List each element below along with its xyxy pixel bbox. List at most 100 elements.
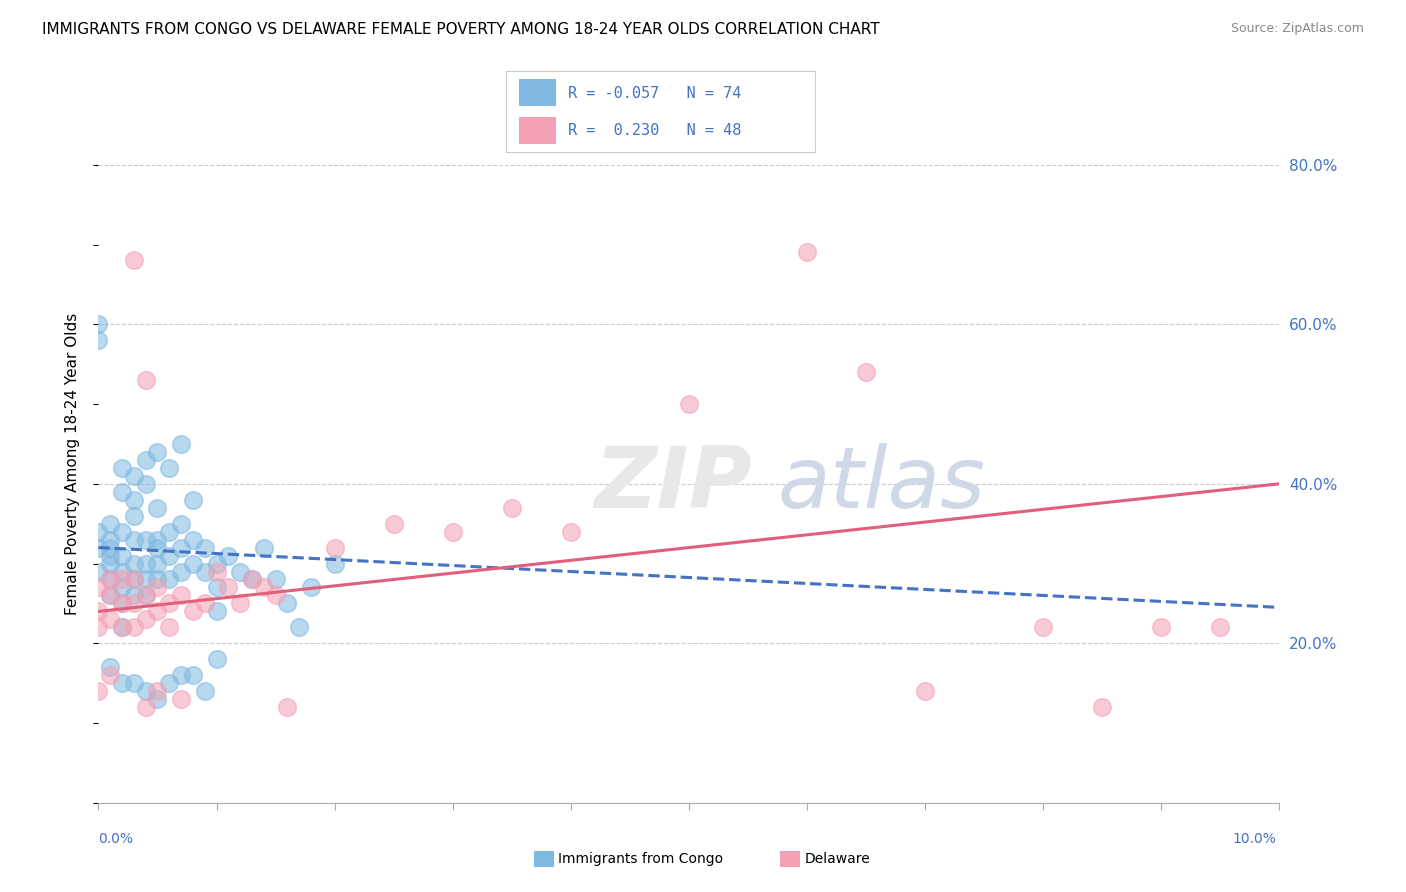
Point: [181, 533, 204, 547]
Point: [205, 565, 228, 579]
Point: [181, 604, 204, 618]
Point: [796, 245, 818, 260]
Point: [181, 668, 204, 682]
Point: [240, 573, 263, 587]
Point: [205, 604, 228, 618]
Point: [135, 476, 157, 491]
Point: [135, 557, 157, 571]
Point: [122, 589, 145, 603]
Point: [98, 533, 121, 547]
Point: [111, 549, 134, 563]
Point: [146, 581, 169, 595]
Point: [135, 573, 157, 587]
Point: [87, 318, 110, 332]
Point: [135, 700, 157, 714]
Point: [217, 549, 239, 563]
Point: [170, 692, 193, 706]
Text: Source: ZipAtlas.com: Source: ZipAtlas.com: [1230, 22, 1364, 36]
Point: [157, 549, 180, 563]
Point: [111, 484, 134, 499]
Point: [122, 573, 145, 587]
Point: [87, 684, 110, 698]
Point: [135, 589, 157, 603]
Point: [170, 516, 193, 531]
Point: [157, 460, 180, 475]
Point: [98, 573, 121, 587]
Point: [87, 581, 110, 595]
Point: [146, 604, 169, 618]
Point: [170, 437, 193, 451]
Point: [240, 573, 263, 587]
Point: [98, 612, 121, 626]
Point: [181, 557, 204, 571]
Point: [111, 460, 134, 475]
Point: [146, 684, 169, 698]
Point: [122, 596, 145, 610]
Point: [122, 468, 145, 483]
Point: [135, 453, 157, 467]
Point: [98, 668, 121, 682]
Point: [135, 533, 157, 547]
Point: [122, 508, 145, 523]
Point: [146, 573, 169, 587]
Point: [87, 333, 110, 347]
Text: 0.0%: 0.0%: [98, 832, 134, 846]
Point: [98, 573, 121, 587]
Point: [146, 692, 169, 706]
Point: [157, 573, 180, 587]
Point: [1209, 620, 1232, 634]
Point: [111, 596, 134, 610]
Point: [170, 565, 193, 579]
Point: [146, 445, 169, 459]
Point: [122, 620, 145, 634]
Point: [87, 541, 110, 555]
Point: [157, 620, 180, 634]
Point: [122, 573, 145, 587]
Point: [111, 573, 134, 587]
Point: [87, 604, 110, 618]
Point: [276, 596, 298, 610]
Point: [98, 541, 121, 555]
Point: [299, 581, 322, 595]
Point: [205, 557, 228, 571]
Point: [111, 596, 134, 610]
Point: [157, 596, 180, 610]
Point: [288, 620, 311, 634]
Point: [253, 581, 276, 595]
Point: [98, 549, 121, 563]
Point: [111, 620, 134, 634]
Point: [217, 581, 239, 595]
Point: [111, 524, 134, 539]
Point: [170, 668, 193, 682]
Point: [111, 565, 134, 579]
Point: [205, 581, 228, 595]
Point: [194, 565, 217, 579]
Point: [194, 684, 217, 698]
Point: [122, 492, 145, 507]
Point: [146, 557, 169, 571]
Point: [111, 581, 134, 595]
Point: [122, 533, 145, 547]
Point: [855, 365, 877, 379]
Point: [382, 516, 405, 531]
Y-axis label: Female Poverty Among 18-24 Year Olds: Female Poverty Among 18-24 Year Olds: [65, 313, 80, 615]
Point: [170, 589, 193, 603]
Point: [229, 565, 252, 579]
Point: [678, 397, 700, 411]
Point: [122, 676, 145, 690]
Point: [194, 596, 217, 610]
Point: [98, 589, 121, 603]
Point: [87, 565, 110, 579]
Point: [170, 541, 193, 555]
Point: [135, 612, 157, 626]
Point: [205, 652, 228, 666]
Text: ZIP: ZIP: [595, 442, 752, 525]
Point: [253, 541, 276, 555]
Point: [111, 620, 134, 634]
Point: [87, 524, 110, 539]
Point: [501, 500, 523, 515]
Point: [111, 676, 134, 690]
Point: [122, 557, 145, 571]
Point: [264, 573, 287, 587]
Point: [98, 557, 121, 571]
